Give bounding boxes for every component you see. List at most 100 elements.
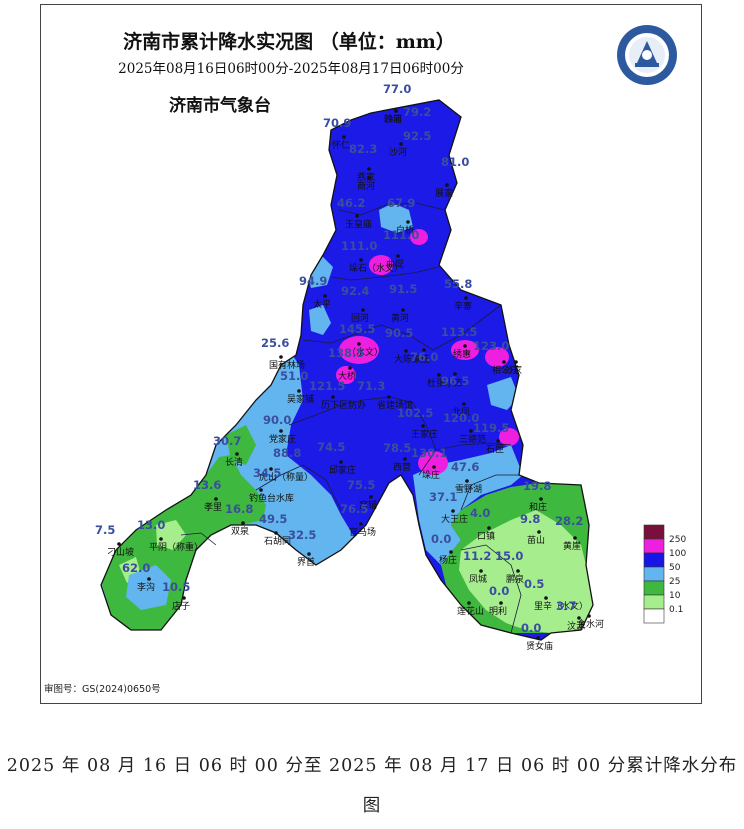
station-marker[interactable]: 76.5 官马场 — [340, 502, 376, 538]
station-marker[interactable]: 9.8 苗山 — [520, 512, 545, 546]
station-marker[interactable]: 商河 — [357, 176, 375, 192]
figure-caption: 2025 年 08 月 16 日 06 时 00 分至 2025 年 08 月 … — [6, 756, 738, 776]
station-dot — [401, 308, 405, 312]
station-rainfall-value: 19.8 — [523, 479, 551, 493]
station-marker[interactable]: 0.5 里辛（水文） — [524, 577, 588, 612]
station-marker[interactable]: 30.7 长清 — [213, 434, 243, 468]
station-name: 国有林场 — [269, 359, 305, 371]
station-name: 燕家 — [357, 171, 375, 183]
station-marker[interactable]: 孙家 — [504, 360, 522, 376]
station-marker[interactable]: 145.5 （水文） — [339, 322, 383, 358]
station-marker[interactable]: 莲花山 — [457, 601, 484, 617]
station-name: 界首 — [297, 556, 315, 568]
station-marker[interactable]: 75.5 窝铺 — [347, 478, 377, 511]
station-marker[interactable]: 91.5 黄河 — [389, 282, 417, 324]
station-marker[interactable]: 78.5 西营 — [383, 441, 411, 473]
map-title: 济南市累计降水实况图 （单位：mm） — [123, 31, 455, 53]
station-marker[interactable]: 11.2 凤城 — [463, 549, 491, 585]
station-dot — [467, 601, 471, 605]
station-marker[interactable]: 119.5 石匣 — [473, 421, 509, 455]
station-name: 韩庙 — [384, 113, 402, 125]
station-marker[interactable]: 16.8 双泉 — [225, 502, 253, 537]
zone-25-50-dongping — [487, 377, 519, 410]
station-marker[interactable]: 49.5 石胡同 — [259, 512, 291, 547]
station-marker[interactable]: 111.0 曲堤 — [383, 228, 419, 270]
station-marker[interactable]: 3.7 汶源 — [556, 599, 585, 632]
station-marker[interactable]: 79.2沙河 — [384, 105, 431, 125]
station-marker[interactable]: 北凤 — [452, 402, 470, 418]
station-marker[interactable]: 102.5 王家庄 — [397, 406, 438, 440]
station-marker[interactable]: 74.5 邱家庄 — [317, 440, 356, 476]
station-name: 吴家铺 — [287, 393, 314, 405]
station-dot — [465, 479, 469, 483]
station-rainfall-value: 15.0 — [495, 549, 523, 563]
station-marker[interactable]: 88.8 虎山（称量） — [259, 446, 313, 483]
station-marker[interactable]: 0.0 杨庄 — [431, 532, 457, 566]
station-marker[interactable]: 32.5 界首 — [288, 528, 316, 568]
approval-number: 审图号：GS(2024)0650号 — [44, 684, 161, 695]
station-marker[interactable]: 138.5 大桥 — [328, 346, 364, 382]
station-marker[interactable]: 70.9 怀仁 — [323, 116, 351, 151]
station-rainfall-value: 111.0 — [341, 239, 377, 253]
station-marker[interactable]: 金水河 — [577, 614, 604, 630]
station-marker[interactable]: 71.3 省建场馆 — [357, 379, 413, 411]
station-marker[interactable]: 90.0 党家庄 — [263, 413, 296, 445]
station-marker[interactable]: 7.5 刁山坡 — [95, 523, 134, 558]
station-marker[interactable]: 55.8 辛寨 — [444, 277, 472, 312]
station-marker[interactable]: 81.0 展家 — [435, 155, 469, 199]
station-marker[interactable]: 67.9 白桥 — [387, 196, 415, 236]
station-marker[interactable]: 82.3 燕家 — [349, 142, 377, 183]
station-marker[interactable]: 77.0 韩庙 — [383, 82, 411, 125]
station-marker[interactable]: 51.0 吴家铺 — [280, 369, 314, 405]
station-marker[interactable]: 96.5 — [441, 372, 469, 388]
station-rainfall-value: 130.1 — [411, 446, 447, 460]
station-marker[interactable]: 10.5 店子 — [162, 580, 190, 612]
station-marker[interactable]: 37.1 大王庄 — [429, 490, 468, 525]
station-rainfall-value: 32.5 — [288, 528, 316, 542]
station-dot — [451, 509, 455, 513]
station-dot — [348, 366, 352, 370]
station-name: 虎山（称量） — [259, 471, 313, 483]
station-marker[interactable]: 90.5 大陈家庄 — [385, 326, 430, 365]
station-name: 店子 — [172, 600, 190, 612]
station-marker[interactable]: 46.2 玉皇庙 — [337, 196, 372, 230]
station-marker[interactable]: 123.0 相公庄 — [473, 339, 519, 376]
station-marker[interactable]: 28.2 黄崖 — [555, 514, 583, 552]
station-rainfall-value: 55.8 — [444, 277, 472, 291]
station-marker[interactable]: 0.0 贤女庙 — [521, 621, 553, 652]
station-name: 孙家 — [504, 364, 522, 376]
station-marker[interactable]: 19.8 和庄 — [523, 479, 551, 513]
station-rainfall-value: 96.5 — [441, 374, 469, 388]
station-marker[interactable]: 92.5 沙河 — [389, 129, 431, 158]
station-rainfall-value: 70.9 — [323, 116, 351, 130]
station-dot — [404, 349, 408, 353]
station-marker[interactable]: 130.1 垛庄 — [411, 446, 447, 481]
station-marker[interactable]: 113.5 绣惠 — [441, 325, 477, 360]
station-name: 凤城 — [469, 574, 487, 585]
station-marker[interactable]: 4.0 口镇 — [470, 506, 495, 542]
station-marker[interactable]: 121.5 历下区防办 — [309, 379, 366, 411]
meteorological-bureau-logo — [617, 25, 677, 85]
station-marker[interactable]: 25.6 国有林场 — [261, 336, 305, 371]
station-marker[interactable]: 62.0 李沟 — [122, 561, 155, 593]
station-marker[interactable]: 13.0 平阴（称重） — [137, 518, 203, 553]
station-rainfall-value: 102.5 — [397, 406, 433, 420]
station-marker[interactable]: 76.0 — [410, 348, 438, 364]
station-marker[interactable]: 34.5 钓鱼台水库 — [249, 466, 294, 504]
station-marker[interactable]: 111.0 垛石（水文） — [341, 239, 403, 274]
station-marker[interactable]: 92.4 回河 — [341, 284, 369, 324]
station-marker[interactable]: 0.0 明利 — [489, 584, 509, 617]
station-marker[interactable]: 120.0 三德范 — [443, 411, 486, 445]
station-marker[interactable]: 15.0 鹏泉 — [495, 549, 524, 585]
station-marker[interactable]: 94.9 太平 — [299, 274, 331, 310]
station-marker[interactable]: 47.6 雪野湖 — [451, 460, 482, 495]
station-name: 杨庄 — [439, 554, 457, 566]
station-dot — [367, 176, 371, 180]
station-dot — [117, 542, 121, 546]
station-marker[interactable]: 13.6 孝里 — [193, 478, 222, 513]
station-marker[interactable]: 杜张水库 — [427, 373, 463, 389]
station-name: 贤女庙 — [526, 640, 553, 652]
station-dot — [469, 429, 473, 433]
station-dot — [359, 258, 363, 262]
